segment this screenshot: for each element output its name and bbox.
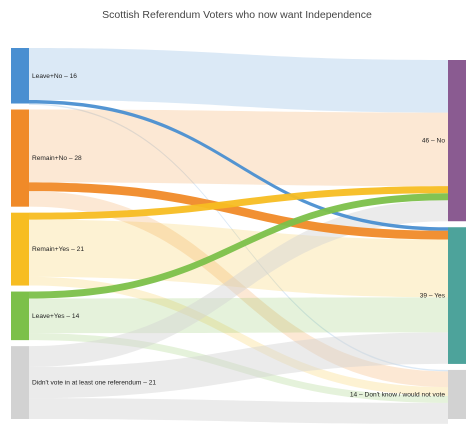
link-leave_yes-to-no: [29, 193, 448, 299]
chart-title: Scottish Referendum Voters who now want …: [102, 9, 372, 21]
source-node-remain_yes: [11, 212, 29, 286]
link-leave_yes-to-dont_know: [29, 333, 448, 403]
link-didnt_vote-to-dont_know: [29, 398, 448, 424]
labels-group: Leave+No – 16 Remain+No – 28 Remain+Yes – …: [32, 73, 446, 399]
link-remain_no-to-no: [29, 109, 448, 187]
link-leave_no-to-no: [29, 48, 448, 113]
source-label-didnt_vote: Didn't vote in at least one referendum –…: [32, 380, 156, 387]
link-leave_yes-to-yes: [29, 297, 448, 334]
target-label-yes: 39 – Yes: [420, 293, 446, 300]
link-remain_yes-to-dont_know: [29, 276, 448, 396]
source-label-leave_yes: Leave+Yes – 14: [32, 313, 80, 320]
target-node-no: [448, 60, 466, 222]
link-leave_no-to-dont_know: [29, 103, 448, 372]
source-label-leave_no: Leave+No – 16: [32, 73, 77, 80]
source-label-remain_no: Remain+No – 28: [32, 155, 82, 162]
target-label-dont_know: 14 – Don't know / would not vote: [350, 391, 445, 398]
source-node-didnt_vote: [11, 346, 29, 419]
source-node-leave_no: [11, 48, 29, 104]
source-label-remain_yes: Remain+Yes – 21: [32, 246, 84, 253]
link-remain_yes-to-yes: [29, 219, 448, 298]
source-node-leave_yes: [11, 291, 29, 341]
target-node-dont_know: [448, 369, 466, 419]
links-faded-group: [29, 48, 448, 424]
link-remain_no-to-yes: [29, 182, 448, 240]
target-label-no: 46 – No: [422, 138, 445, 145]
links-highlight-group: [29, 100, 448, 299]
link-remain_yes-to-no: [29, 186, 448, 220]
source-node-remain_no: [11, 109, 29, 207]
link-remain_no-to-dont_know: [29, 191, 448, 388]
target-node-yes: [448, 227, 466, 364]
link-didnt_vote-to-no: [29, 200, 448, 367]
link-didnt_vote-to-yes: [29, 332, 448, 399]
link-leave_no-to-yes: [29, 100, 448, 231]
nodes-group: [11, 48, 466, 419]
